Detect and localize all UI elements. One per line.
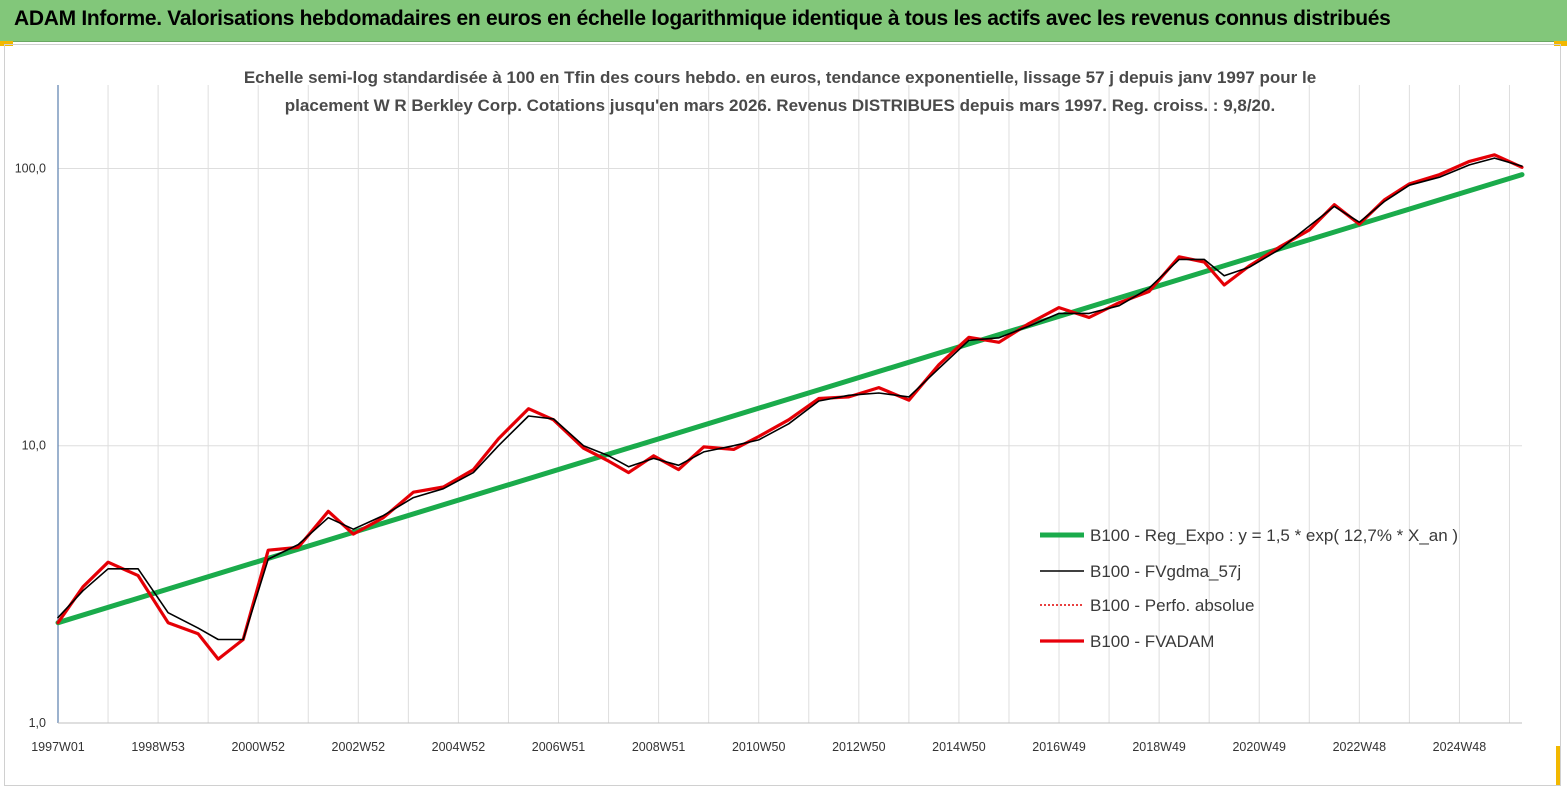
corner-mark-top-left [0,41,13,46]
x-tick-label: 2004W52 [432,740,486,754]
page-title: ADAM Informe. Valorisations hebdomadaire… [14,7,1391,30]
x-tick-label: 2016W49 [1032,740,1086,754]
x-tick-label: 2006W51 [532,740,586,754]
legend-label: B100 - FVADAM [1090,632,1214,651]
y-tick-label: 100,0 [15,161,46,175]
series-line-0 [55,172,1525,626]
x-tick-label: 2008W51 [632,740,686,754]
corner-mark-bottom-right [1556,746,1561,786]
x-tick-label: 2010W50 [732,740,786,754]
x-tick-label: 2022W48 [1333,740,1387,754]
chart-subtitle-line-1: Echelle semi-log standardisée à 100 en T… [244,68,1316,87]
grid [58,85,1522,724]
axes: 1,0 10,0 100,0 1997W01 1998W53 2000W52 2002W52… [15,85,1522,754]
chart-frame [4,44,1561,786]
legend-label: B100 - FVgdma_57j [1090,562,1241,581]
x-tick-label: 2024W48 [1433,740,1487,754]
series-line-1 [57,157,1523,641]
legend: B100 - Reg_Expo : y = 1,5 * exp( 12,7% *… [1040,526,1458,651]
x-tick-label: 2012W50 [832,740,886,754]
header-bar: ADAM Informe. Valorisations hebdomadaire… [0,0,1567,42]
x-tick-label: 2014W50 [932,740,986,754]
legend-label: B100 - Reg_Expo : y = 1,5 * exp( 12,7% *… [1090,526,1458,545]
x-tick-label: 2020W49 [1232,740,1286,754]
x-tick-label: 2000W52 [231,740,285,754]
x-tick-label: 1998W53 [131,740,185,754]
legend-label: B100 - Perfo. absolue [1090,596,1254,615]
x-tick-label: 1997W01 [31,740,85,754]
y-tick-label: 10,0 [22,439,46,453]
series-group [55,153,1525,661]
x-tick-label: 2018W49 [1132,740,1186,754]
y-tick-label: 1,0 [29,716,46,730]
x-tick-label: 2002W52 [332,740,386,754]
corner-mark-top-right [1554,41,1567,46]
chart-subtitle-line-2: placement W R Berkley Corp. Cotations ju… [285,96,1275,115]
